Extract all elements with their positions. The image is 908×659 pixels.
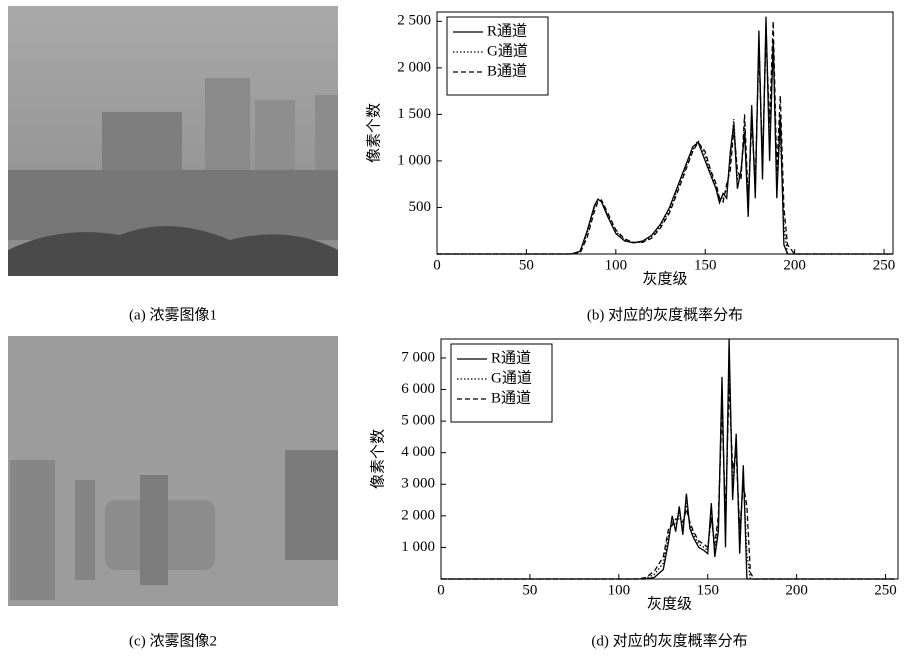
y-tick-label: 1 000 <box>401 539 435 555</box>
x-tick-label: 150 <box>696 582 719 598</box>
y-tick-label: 1 000 <box>397 152 431 168</box>
x-tick-label: 100 <box>605 257 628 273</box>
chart-caption: (b) 对应的灰度概率分布 <box>587 305 743 323</box>
y-axis-label: 像素个数 <box>369 429 386 489</box>
x-tick-label: 50 <box>522 582 537 598</box>
y-tick-label: 2 000 <box>397 59 431 75</box>
figure: (a) 浓雾图像1 (c) 浓雾图像2 0501001502002505001 … <box>0 0 908 654</box>
y-tick-label: 6 000 <box>401 381 435 397</box>
y-tick-label: 1 500 <box>397 106 431 122</box>
legend-label: B通道 <box>487 62 527 79</box>
x-tick-label: 0 <box>433 257 441 273</box>
legend-label: R通道 <box>487 22 527 39</box>
y-tick-label: 5 000 <box>401 413 435 429</box>
y-tick-label: 2 500 <box>397 13 431 29</box>
y-tick-label: 500 <box>409 199 432 215</box>
y-tick-label: 7 000 <box>401 349 435 365</box>
x-axis-label: 灰度级 <box>642 270 687 287</box>
y-axis-label: 像素个数 <box>365 103 382 163</box>
legend-label: R通道 <box>491 349 531 366</box>
x-axis-label: 灰度级 <box>647 595 692 612</box>
x-tick-label: 250 <box>873 257 896 273</box>
x-tick-label: 200 <box>785 582 808 598</box>
y-tick-label: 3 000 <box>401 476 435 492</box>
x-tick-label: 0 <box>437 582 445 598</box>
x-tick-label: 100 <box>608 582 631 598</box>
y-tick-label: 4 000 <box>401 444 435 460</box>
photo-1 <box>8 6 338 276</box>
x-tick-label: 200 <box>783 257 806 273</box>
image-caption: (a) 浓雾图像1 <box>129 306 217 323</box>
image-caption: (c) 浓雾图像2 <box>129 632 217 649</box>
x-tick-label: 250 <box>874 582 897 598</box>
photo-2 <box>8 336 338 606</box>
chart-caption: (d) 对应的灰度概率分布 <box>591 631 747 649</box>
x-tick-label: 150 <box>694 257 717 273</box>
x-tick-label: 50 <box>519 257 534 273</box>
legend-label: B通道 <box>491 389 531 406</box>
legend-label: G通道 <box>491 369 532 386</box>
legend-label: G通道 <box>487 42 528 59</box>
y-tick-label: 2 000 <box>401 507 435 523</box>
